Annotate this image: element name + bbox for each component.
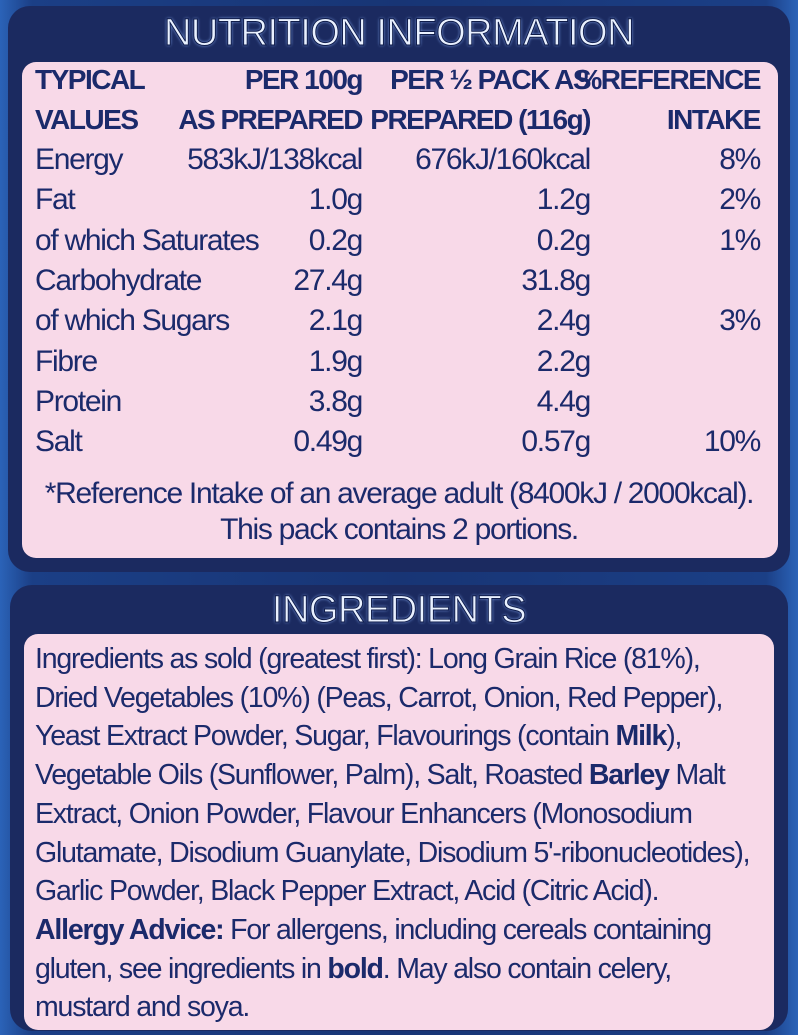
bold-text: Barley bbox=[588, 759, 670, 792]
text: gluten, see ingredients in bbox=[35, 952, 328, 985]
column-header: TYPICAL bbox=[35, 64, 146, 95]
text: Vegetable Oils (Sunflower, Palm), Salt, … bbox=[35, 759, 589, 792]
footnote: *Reference Intake of an average adult (8… bbox=[44, 477, 755, 510]
nutrient-value: 2.4g bbox=[536, 304, 592, 338]
nutrient-value: 31.8g bbox=[521, 263, 591, 297]
nutrient-value: 0.49g bbox=[293, 425, 363, 459]
column-header: VALUES bbox=[35, 104, 139, 135]
nutrient-value: 1.0g bbox=[308, 183, 364, 217]
text: Glutamate, Disodium Guanylate, Disodium … bbox=[35, 836, 751, 869]
nutrient-value: 676kJ/160kcal bbox=[415, 143, 591, 176]
column-header: PER 100g bbox=[244, 64, 364, 95]
nutrient-value: 0.57g bbox=[521, 425, 591, 459]
text: Yeast Extract Powder, Sugar, Flavourings… bbox=[35, 720, 616, 753]
bold-text: Allergy Advice: bbox=[35, 913, 225, 946]
nutrition-background bbox=[22, 62, 778, 558]
ingredients-line: Vegetable Oils (Sunflower, Palm), Salt, … bbox=[35, 755, 726, 795]
nutrition-title: NUTRITION INFORMATION bbox=[163, 12, 635, 55]
column-header: PER ½ PACK AS bbox=[390, 64, 591, 95]
bold-text: bold bbox=[327, 952, 384, 985]
text: . May also contain celery, bbox=[382, 952, 672, 985]
ingredients-line: Extract, Onion Powder, Flavour Enhancers… bbox=[35, 794, 693, 834]
ingredients-background bbox=[24, 634, 774, 1030]
nutrient-name: Energy bbox=[35, 143, 124, 176]
bold-text: Milk bbox=[615, 720, 668, 753]
text: Garlic Powder, Black Pepper Extract, Aci… bbox=[35, 875, 660, 908]
ingredients-line: Glutamate, Disodium Guanylate, Disodium … bbox=[35, 833, 751, 873]
nutrient-value: 4.4g bbox=[536, 384, 592, 418]
ingredients-line: Allergy Advice: For allergens, including… bbox=[35, 910, 712, 950]
ingredients-line: mustard and soya. bbox=[35, 987, 250, 1027]
text: For allergens, including cereals contain… bbox=[223, 913, 712, 946]
footnote: This pack contains 2 portions. bbox=[220, 513, 579, 546]
text: Ingredients as sold (greatest first): Lo… bbox=[35, 643, 701, 675]
ingredients-line: Ingredients as sold (greatest first): Lo… bbox=[35, 639, 701, 679]
nutrient-value: 2% bbox=[719, 183, 761, 217]
text: mustard and soya. bbox=[35, 991, 250, 1024]
column-header: AS PREPARED bbox=[178, 104, 363, 135]
nutrient-value: 583kJ/138kcal bbox=[187, 143, 363, 176]
nutrient-value: 0.2g bbox=[536, 223, 592, 257]
nutrient-name: of which Saturates bbox=[35, 223, 260, 257]
nutrient-value: 1.2g bbox=[536, 183, 592, 217]
nutrient-name: Protein bbox=[35, 384, 122, 418]
nutrient-value: 3.8g bbox=[308, 384, 364, 418]
nutrient-name: Fibre bbox=[35, 344, 98, 378]
ingredients-line: Garlic Powder, Black Pepper Extract, Aci… bbox=[35, 871, 660, 911]
nutrient-name: Fat bbox=[35, 183, 76, 217]
nutrient-value: 27.4g bbox=[293, 263, 363, 297]
nutrient-name: Carbohydrate bbox=[35, 263, 202, 297]
nutrient-value: 2.1g bbox=[308, 304, 364, 338]
text: ), bbox=[666, 720, 682, 753]
nutrient-value: 1.9g bbox=[308, 344, 364, 378]
nutrient-value: 2.2g bbox=[536, 344, 592, 378]
nutrient-value: 10% bbox=[703, 425, 761, 459]
nutrient-value: 1% bbox=[719, 223, 761, 257]
nutrient-name: Salt bbox=[35, 425, 83, 459]
column-header: %REFERENCE bbox=[577, 64, 761, 95]
ingredients-line: Dried Vegetables (10%) (Peas, Carrot, On… bbox=[35, 678, 723, 718]
text: Extract, Onion Powder, Flavour Enhancers… bbox=[35, 797, 693, 830]
nutrient-value: 0.2g bbox=[308, 223, 364, 257]
ingredients-title: INGREDIENTS bbox=[271, 589, 527, 632]
column-header: INTAKE bbox=[666, 104, 762, 135]
text: Malt bbox=[668, 759, 726, 792]
ingredients-line: Yeast Extract Powder, Sugar, Flavourings… bbox=[35, 716, 682, 756]
nutrient-value: 3% bbox=[719, 304, 761, 338]
nutrient-value: 8% bbox=[719, 143, 761, 176]
column-header: PREPARED (116g) bbox=[370, 104, 591, 135]
text: Dried Vegetables (10%) (Peas, Carrot, On… bbox=[35, 681, 723, 714]
nutrient-name: of which Sugars bbox=[35, 304, 230, 338]
ingredients-line: gluten, see ingredients in bold. May als… bbox=[35, 949, 672, 989]
